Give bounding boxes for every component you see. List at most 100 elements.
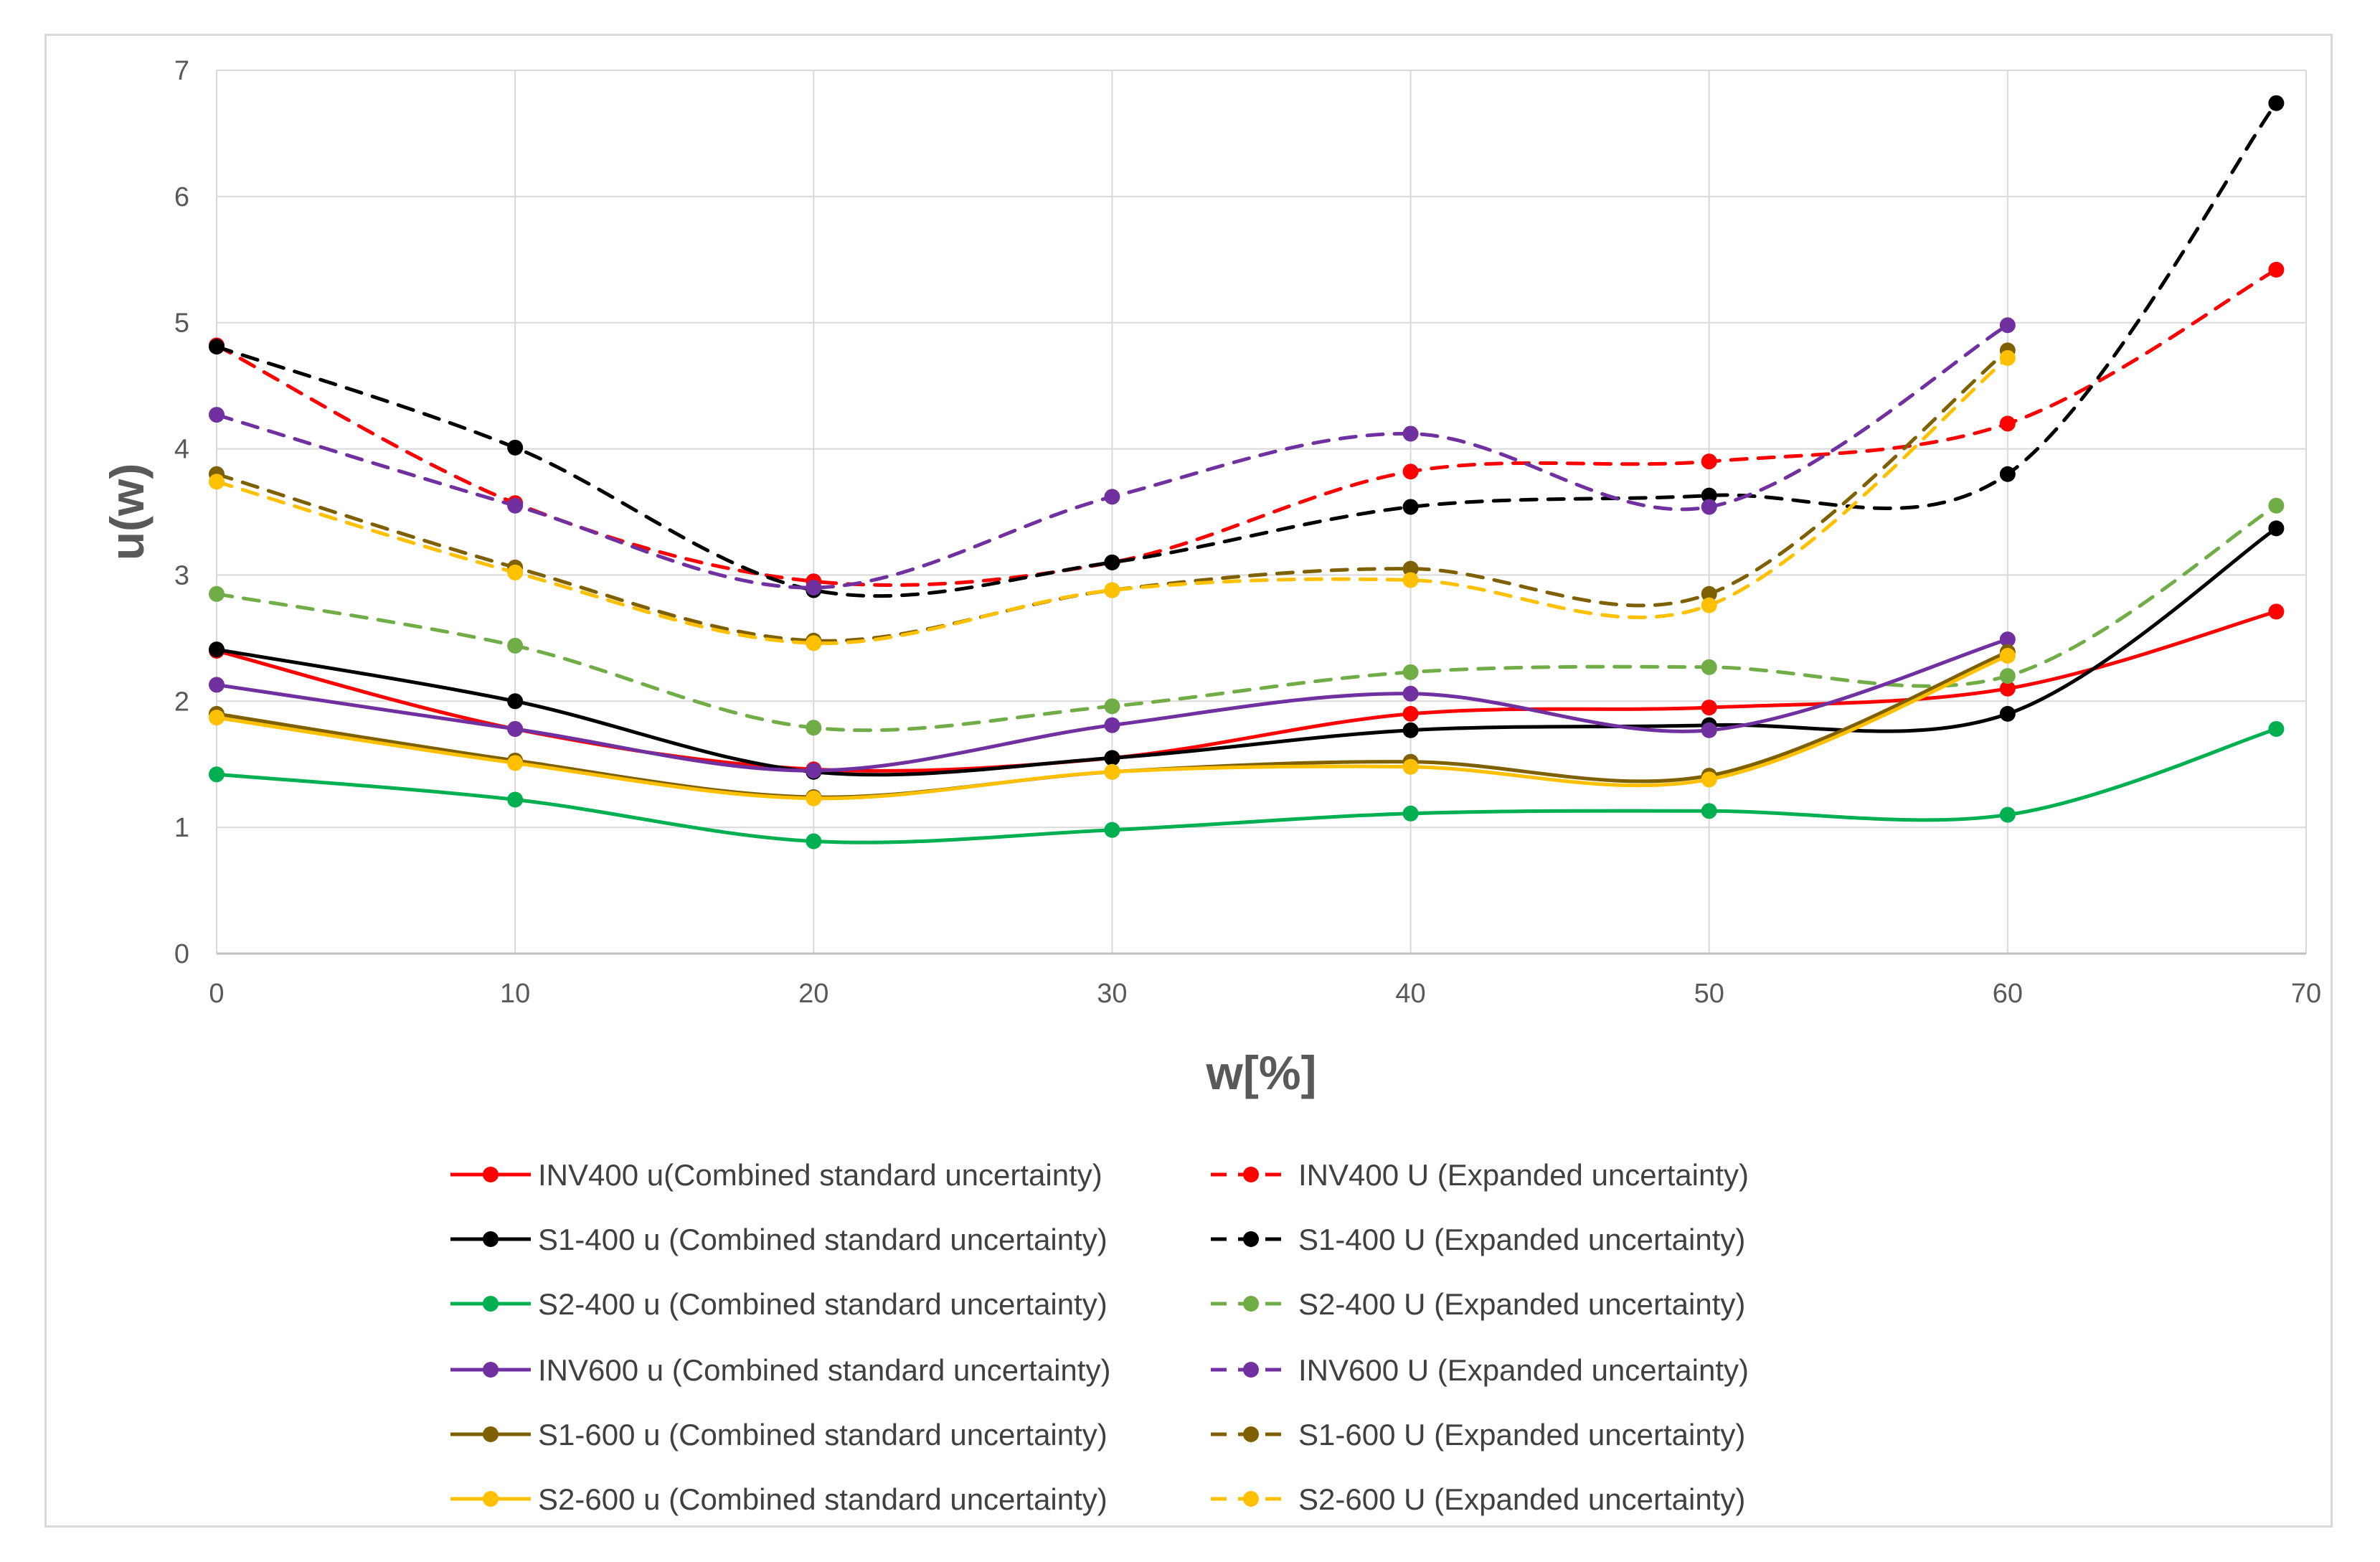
legend-label: S1-400 U (Expanded uncertainty)	[1298, 1223, 1745, 1256]
data-point	[209, 407, 225, 423]
legend-marker	[483, 1491, 499, 1507]
y-tick-label: 6	[174, 182, 189, 212]
legend-marker	[483, 1362, 499, 1378]
data-point	[1104, 763, 1120, 780]
data-point	[806, 635, 822, 651]
data-point	[507, 693, 524, 710]
data-point	[2268, 603, 2285, 620]
y-tick-label: 2	[174, 687, 189, 717]
x-tick-label: 50	[1694, 979, 1724, 1009]
series-3	[209, 95, 2285, 598]
data-point	[1104, 582, 1120, 598]
x-tick-label: 70	[2291, 979, 2321, 1009]
data-point	[806, 763, 822, 779]
legend-item: INV600 u (Combined standard uncertainty)	[450, 1353, 1110, 1387]
series-line	[214, 727, 2278, 844]
data-point	[1999, 317, 2016, 334]
x-tick-label: 0	[209, 979, 224, 1009]
chart-area	[44, 34, 2333, 1528]
data-point	[1999, 668, 2016, 684]
series-4	[209, 720, 2285, 850]
data-point	[806, 580, 822, 596]
data-point	[1104, 822, 1120, 838]
data-point	[1701, 722, 1717, 738]
legend-marker	[1243, 1426, 1259, 1442]
y-tick-label: 7	[174, 56, 189, 86]
legend-label: S2-600 U (Expanded uncertainty)	[1298, 1482, 1745, 1516]
data-point	[1104, 554, 1120, 570]
data-point	[1402, 758, 1419, 775]
data-point	[1701, 771, 1717, 788]
legend-label: S2-600 u (Combined standard uncertainty)	[538, 1482, 1108, 1516]
x-tick-label: 10	[500, 979, 530, 1009]
data-point	[1701, 659, 1717, 675]
legend-item: INV600 U (Expanded uncertainty)	[1211, 1353, 1749, 1387]
legend-label: INV600 U (Expanded uncertainty)	[1298, 1353, 1749, 1387]
series-5	[209, 497, 2285, 736]
data-point	[507, 564, 524, 580]
x-tick-label: 20	[798, 979, 828, 1009]
data-point	[1701, 803, 1717, 819]
legend-item: S1-600 U (Expanded uncertainty)	[1211, 1418, 1745, 1452]
series-6	[209, 631, 2016, 779]
legend-item: S1-400 u (Combined standard uncertainty)	[450, 1223, 1108, 1256]
data-point	[806, 833, 822, 850]
data-point	[507, 637, 524, 654]
legend-item: S1-400 U (Expanded uncertainty)	[1211, 1223, 1745, 1256]
data-point	[1701, 487, 1717, 504]
series-line	[214, 526, 2278, 777]
data-point	[1999, 631, 2016, 648]
data-point	[2268, 520, 2285, 537]
data-point	[507, 755, 524, 771]
data-point	[1402, 805, 1419, 822]
y-axis-title: u(w)	[100, 464, 154, 561]
legend-item: S2-600 u (Combined standard uncertainty)	[450, 1482, 1108, 1516]
y-tick-label: 5	[174, 309, 189, 339]
series-10	[209, 647, 2016, 806]
legend-item: S2-400 u (Combined standard uncertainty)	[450, 1287, 1108, 1321]
data-point	[507, 720, 524, 737]
x-tick-label: 60	[1993, 979, 2023, 1009]
y-tick-label: 3	[174, 560, 189, 591]
legend-label: INV600 u (Combined standard uncertainty)	[538, 1353, 1110, 1387]
data-point	[1701, 499, 1717, 515]
data-point	[1999, 466, 2016, 482]
data-point	[1402, 685, 1419, 702]
data-point	[209, 641, 225, 658]
data-point	[1104, 489, 1120, 505]
legend-label: S1-600 U (Expanded uncertainty)	[1298, 1418, 1745, 1452]
legend-marker	[483, 1296, 499, 1312]
series-line	[214, 268, 2278, 587]
data-point	[507, 791, 524, 808]
data-point	[1402, 705, 1419, 722]
data-point	[1999, 415, 2016, 432]
series-11	[209, 349, 2016, 651]
data-point	[2268, 720, 2285, 737]
legend-label: INV400 u(Combined standard uncertainty)	[538, 1158, 1102, 1192]
data-point	[209, 474, 225, 490]
data-point	[209, 710, 225, 726]
data-point	[1402, 572, 1419, 588]
legend-item: S1-600 u (Combined standard uncertainty)	[450, 1418, 1108, 1452]
data-point	[2268, 261, 2285, 278]
data-point	[1701, 585, 1717, 602]
data-point	[2268, 497, 2285, 514]
legend-item: S2-400 U (Expanded uncertainty)	[1211, 1287, 1745, 1321]
data-point	[507, 439, 524, 456]
x-tick-label: 40	[1395, 979, 1425, 1009]
series-layer	[209, 95, 2285, 850]
legend-label: S1-400 u (Combined standard uncertainty)	[538, 1223, 1108, 1256]
data-point	[806, 720, 822, 736]
legend-marker	[1243, 1167, 1259, 1182]
legend-marker	[1243, 1231, 1259, 1247]
data-point	[507, 497, 524, 514]
x-axis-title: w[%]	[1206, 1046, 1317, 1099]
legend-marker	[1243, 1362, 1259, 1378]
data-point	[209, 339, 225, 355]
data-point	[1402, 664, 1419, 680]
data-point	[1104, 750, 1120, 766]
data-point	[1999, 680, 2016, 697]
legend-marker	[483, 1426, 499, 1442]
